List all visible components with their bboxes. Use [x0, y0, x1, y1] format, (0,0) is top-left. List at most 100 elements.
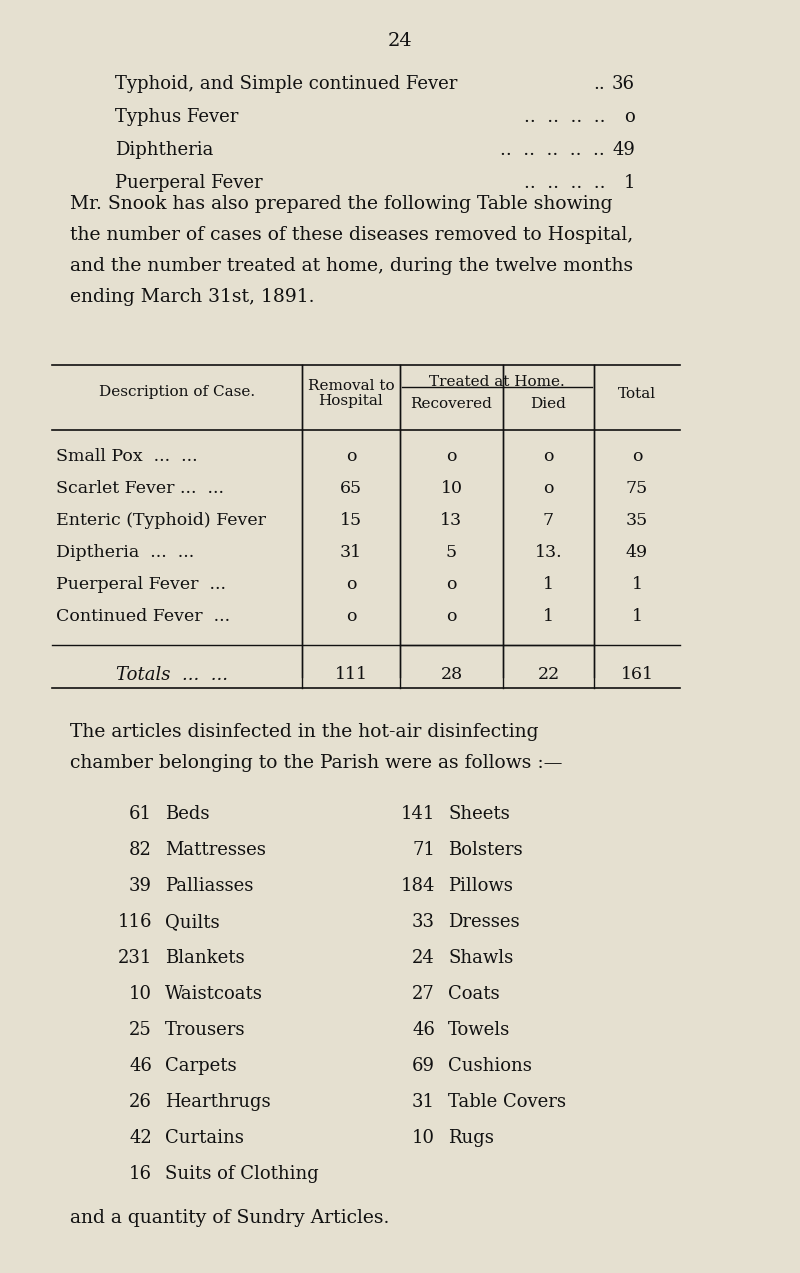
Text: Typhoid, and Simple continued Fever: Typhoid, and Simple continued Fever [115, 75, 458, 93]
Text: Mr. Snook has also prepared the following Table showing: Mr. Snook has also prepared the followin… [70, 195, 613, 213]
Text: ..: .. [594, 75, 605, 93]
Text: Died: Died [530, 397, 566, 411]
Text: Totals  ...  ...: Totals ... ... [116, 666, 228, 684]
Text: 42: 42 [130, 1129, 152, 1147]
Text: 22: 22 [538, 666, 560, 684]
Text: 35: 35 [626, 512, 648, 530]
Text: 46: 46 [129, 1057, 152, 1074]
Text: 49: 49 [626, 544, 648, 561]
Text: 10: 10 [129, 985, 152, 1003]
Text: o: o [446, 575, 457, 593]
Text: Sheets: Sheets [448, 805, 510, 824]
Text: 10: 10 [441, 480, 462, 496]
Text: 161: 161 [621, 666, 654, 684]
Text: o: o [632, 448, 642, 465]
Text: and a quantity of Sundry Articles.: and a quantity of Sundry Articles. [70, 1209, 390, 1227]
Text: 7: 7 [543, 512, 554, 530]
Text: o: o [543, 448, 554, 465]
Text: 13.: 13. [534, 544, 562, 561]
Text: 33: 33 [412, 913, 435, 931]
Text: 65: 65 [340, 480, 362, 496]
Text: 111: 111 [334, 666, 367, 684]
Text: Beds: Beds [165, 805, 210, 824]
Text: Pillows: Pillows [448, 877, 513, 895]
Text: Carpets: Carpets [165, 1057, 237, 1074]
Text: o: o [346, 608, 356, 625]
Text: 141: 141 [401, 805, 435, 824]
Text: o: o [446, 448, 457, 465]
Text: Hearthrugs: Hearthrugs [165, 1094, 270, 1111]
Text: Puerperal Fever: Puerperal Fever [115, 174, 262, 192]
Text: Suits of Clothing: Suits of Clothing [165, 1165, 318, 1183]
Text: Hospital: Hospital [318, 395, 383, 409]
Text: 10: 10 [412, 1129, 435, 1147]
Text: 1: 1 [623, 174, 635, 192]
Text: 116: 116 [118, 913, 152, 931]
Text: Small Pox  ...  ...: Small Pox ... ... [56, 448, 198, 465]
Text: o: o [346, 448, 356, 465]
Text: the number of cases of these diseases removed to Hospital,: the number of cases of these diseases re… [70, 227, 634, 244]
Text: 24: 24 [388, 32, 412, 50]
Text: Continued Fever  ...: Continued Fever ... [56, 608, 230, 625]
Text: Cushions: Cushions [448, 1057, 532, 1074]
Text: Trousers: Trousers [165, 1021, 246, 1039]
Text: Dresses: Dresses [448, 913, 520, 931]
Text: 16: 16 [129, 1165, 152, 1183]
Text: 31: 31 [340, 544, 362, 561]
Text: Towels: Towels [448, 1021, 510, 1039]
Text: Removal to: Removal to [308, 379, 394, 393]
Text: Treated at Home.: Treated at Home. [429, 376, 565, 390]
Text: Table Covers: Table Covers [448, 1094, 566, 1111]
Text: 82: 82 [129, 841, 152, 859]
Text: 46: 46 [412, 1021, 435, 1039]
Text: 61: 61 [129, 805, 152, 824]
Text: 231: 231 [118, 948, 152, 967]
Text: chamber belonging to the Parish were as follows :—: chamber belonging to the Parish were as … [70, 754, 562, 771]
Text: 69: 69 [412, 1057, 435, 1074]
Text: Diptheria  ...  ...: Diptheria ... ... [56, 544, 194, 561]
Text: o: o [446, 608, 457, 625]
Text: Description of Case.: Description of Case. [99, 384, 255, 398]
Text: o: o [624, 108, 635, 126]
Text: ..  ..  ..  ..  ..: .. .. .. .. .. [500, 141, 605, 159]
Text: and the number treated at home, during the twelve months: and the number treated at home, during t… [70, 257, 633, 275]
Text: o: o [543, 480, 554, 496]
Text: Mattresses: Mattresses [165, 841, 266, 859]
Text: 184: 184 [401, 877, 435, 895]
Text: Palliasses: Palliasses [165, 877, 254, 895]
Text: 36: 36 [612, 75, 635, 93]
Text: 31: 31 [412, 1094, 435, 1111]
Text: 1: 1 [631, 608, 642, 625]
Text: Puerperal Fever  ...: Puerperal Fever ... [56, 575, 226, 593]
Text: 1: 1 [543, 608, 554, 625]
Text: ..  ..  ..  ..: .. .. .. .. [523, 174, 605, 192]
Text: Quilts: Quilts [165, 913, 220, 931]
Text: Waistcoats: Waistcoats [165, 985, 263, 1003]
Text: 24: 24 [412, 948, 435, 967]
Text: Typhus Fever: Typhus Fever [115, 108, 238, 126]
Text: Enteric (Typhoid) Fever: Enteric (Typhoid) Fever [56, 512, 266, 530]
Text: Recovered: Recovered [410, 397, 493, 411]
Text: Shawls: Shawls [448, 948, 514, 967]
Text: 1: 1 [543, 575, 554, 593]
Text: 15: 15 [340, 512, 362, 530]
Text: 26: 26 [129, 1094, 152, 1111]
Text: Blankets: Blankets [165, 948, 245, 967]
Text: 28: 28 [441, 666, 462, 684]
Text: Diphtheria: Diphtheria [115, 141, 214, 159]
Text: Bolsters: Bolsters [448, 841, 522, 859]
Text: ..  ..  ..  ..: .. .. .. .. [523, 108, 605, 126]
Text: 71: 71 [412, 841, 435, 859]
Text: Scarlet Fever ...  ...: Scarlet Fever ... ... [56, 480, 224, 496]
Text: 1: 1 [631, 575, 642, 593]
Text: 39: 39 [129, 877, 152, 895]
Text: Curtains: Curtains [165, 1129, 244, 1147]
Text: Total: Total [618, 387, 656, 401]
Text: o: o [346, 575, 356, 593]
Text: 49: 49 [612, 141, 635, 159]
Text: Rugs: Rugs [448, 1129, 494, 1147]
Text: 5: 5 [446, 544, 457, 561]
Text: 25: 25 [130, 1021, 152, 1039]
Text: 27: 27 [412, 985, 435, 1003]
Text: 75: 75 [626, 480, 648, 496]
